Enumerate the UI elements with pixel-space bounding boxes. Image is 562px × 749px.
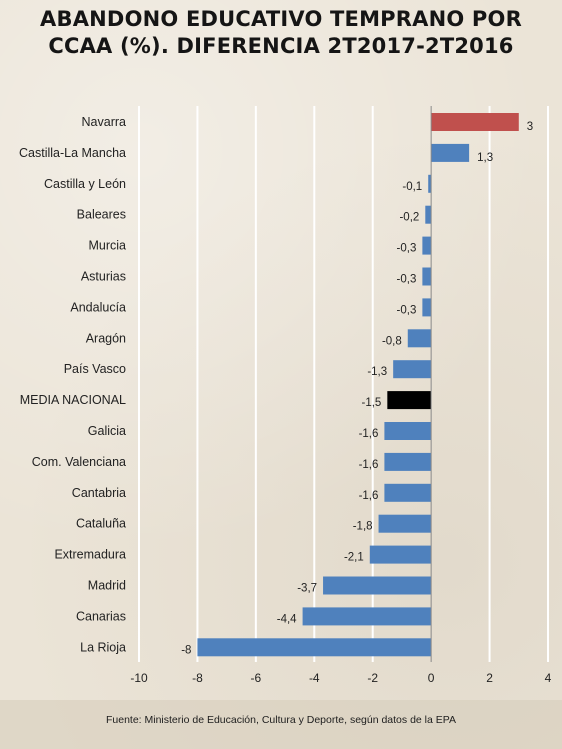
x-tick-label: 4 bbox=[545, 671, 552, 685]
category-label: Canarias bbox=[76, 609, 126, 623]
category-label: Andalucía bbox=[70, 300, 126, 314]
value-label: -1,3 bbox=[367, 366, 387, 378]
bar bbox=[302, 607, 432, 626]
bar bbox=[197, 638, 432, 657]
x-tick-label: -10 bbox=[130, 671, 148, 685]
x-tick-label: -4 bbox=[309, 671, 320, 685]
value-label: -0,3 bbox=[397, 243, 417, 255]
category-label: Aragón bbox=[86, 331, 126, 345]
category-label: Galicia bbox=[88, 424, 126, 438]
bar bbox=[422, 267, 432, 286]
bar-chart: Navarra 3 Castilla-La Mancha 1,3 Castilla y … bbox=[19, 106, 552, 685]
category-label: Baleares bbox=[77, 208, 126, 222]
bar bbox=[384, 452, 432, 471]
value-label: -0,2 bbox=[399, 212, 419, 224]
value-label: -1,6 bbox=[359, 459, 379, 471]
category-label: País Vasco bbox=[64, 362, 126, 376]
value-label: -1,6 bbox=[359, 428, 379, 440]
bar bbox=[384, 483, 432, 502]
bar bbox=[387, 391, 432, 410]
bar bbox=[407, 329, 432, 348]
bar bbox=[323, 576, 432, 595]
category-label: MEDIA NACIONAL bbox=[20, 393, 126, 407]
bar bbox=[393, 360, 432, 379]
value-label: -8 bbox=[181, 644, 191, 656]
bar bbox=[422, 236, 432, 255]
value-label: -3,7 bbox=[297, 583, 317, 595]
value-label: -0,3 bbox=[397, 274, 417, 286]
value-label: -0,8 bbox=[382, 335, 402, 347]
value-label: -2,1 bbox=[344, 552, 364, 564]
source-note: Fuente: Ministerio de Educación, Cultura… bbox=[105, 714, 456, 726]
bar bbox=[369, 545, 432, 564]
bar bbox=[422, 298, 432, 317]
value-label: -0,1 bbox=[402, 181, 422, 193]
category-label: Com. Valenciana bbox=[32, 455, 126, 469]
category-label: Madrid bbox=[88, 579, 126, 593]
category-label: Asturias bbox=[81, 270, 126, 284]
footer-band bbox=[0, 700, 562, 749]
value-label: -1,6 bbox=[359, 490, 379, 502]
category-label: Cantabria bbox=[72, 486, 126, 500]
bar bbox=[431, 143, 470, 162]
bar bbox=[384, 422, 432, 440]
value-label: -4,4 bbox=[277, 613, 297, 625]
category-label: Navarra bbox=[82, 115, 127, 129]
x-tick-label: -6 bbox=[251, 671, 262, 685]
bar bbox=[425, 205, 432, 224]
x-tick-label: -2 bbox=[367, 671, 378, 685]
category-label: Extremadura bbox=[54, 548, 126, 562]
x-tick-label: 2 bbox=[486, 671, 493, 685]
category-label: Castilla y León bbox=[44, 177, 126, 191]
category-label: La Rioja bbox=[80, 640, 126, 654]
category-label: Castilla-La Mancha bbox=[19, 146, 126, 160]
value-label: 3 bbox=[527, 121, 533, 133]
category-label: Murcia bbox=[88, 239, 126, 253]
value-label: -1,5 bbox=[361, 397, 381, 409]
x-tick-label: -8 bbox=[192, 671, 203, 685]
category-label: Cataluña bbox=[76, 517, 126, 531]
bar bbox=[378, 514, 432, 533]
value-label: 1,3 bbox=[477, 152, 493, 164]
bar bbox=[431, 113, 519, 131]
value-label: -0,3 bbox=[397, 304, 417, 316]
chart-title: ABANDONO EDUCATIVO TEMPRANO POR CCAA (%)… bbox=[40, 7, 522, 58]
x-tick-label: 0 bbox=[428, 671, 435, 685]
value-label: -1,8 bbox=[353, 521, 373, 533]
bar bbox=[428, 174, 432, 193]
